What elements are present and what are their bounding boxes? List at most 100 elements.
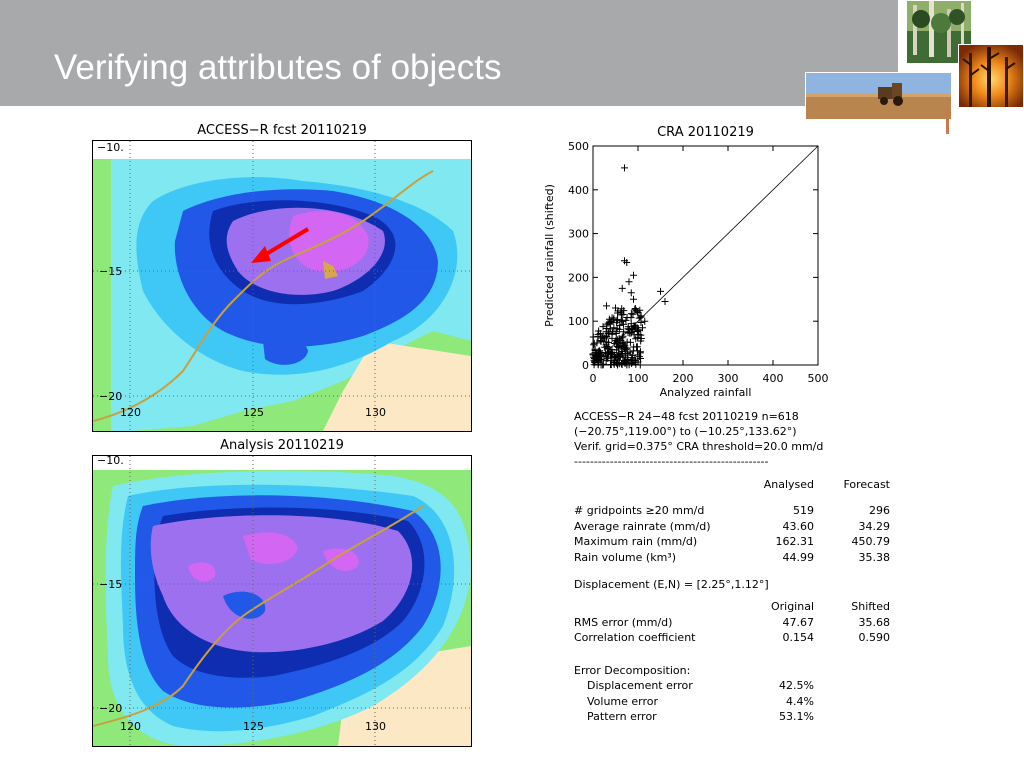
forecast-lon-label: 120 bbox=[120, 406, 141, 419]
data-point bbox=[603, 321, 611, 329]
data-point bbox=[630, 271, 637, 279]
stats-header-line-text: Verif. grid=0.375° CRA threshold=20.0 mm… bbox=[574, 440, 824, 453]
data-point bbox=[626, 338, 634, 346]
forest-photo-image bbox=[907, 1, 971, 63]
data-point bbox=[626, 329, 634, 337]
stats-value-analysed: 162.31 bbox=[775, 535, 815, 548]
data-point bbox=[608, 330, 616, 338]
data-point bbox=[614, 361, 622, 369]
data-point bbox=[621, 357, 629, 365]
data-point bbox=[602, 357, 610, 365]
stats-row: Maximum rain (mm/d) 162.31 450.79 bbox=[574, 535, 896, 549]
stats-value-analysed: 519 bbox=[793, 504, 814, 517]
data-point bbox=[614, 316, 622, 324]
data-point bbox=[602, 341, 610, 349]
data-point bbox=[622, 316, 630, 324]
stats-row-text: Rain volume (km³) bbox=[574, 550, 676, 564]
stats-value-shifted: 35.68 bbox=[858, 615, 891, 629]
data-point bbox=[612, 328, 620, 336]
data-point bbox=[599, 332, 607, 340]
data-point bbox=[637, 312, 645, 320]
data-point bbox=[617, 308, 625, 316]
data-point bbox=[657, 287, 664, 295]
slide-header-band: Verifying attributes of objects bbox=[0, 0, 898, 106]
cra-scatter-chart: CRA 20110219 0 100 200 300 400 500 0 100 200 300 40… bbox=[543, 125, 829, 399]
stats-divider: ----------------------------------------… bbox=[574, 455, 896, 469]
data-point bbox=[627, 314, 635, 322]
y-tick-label: 300 bbox=[568, 228, 589, 241]
fire-photo-image bbox=[959, 45, 1023, 107]
stats-row-text: # gridpoints ≥20 mm/d bbox=[574, 504, 705, 517]
data-point bbox=[636, 349, 644, 357]
stats-row: Correlation coefficient 0.154 0.590 bbox=[574, 631, 896, 645]
data-point bbox=[637, 318, 645, 326]
y-tick-label: 400 bbox=[568, 184, 589, 197]
error-decomposition-row: Displacement error 42.5% bbox=[574, 679, 896, 693]
data-point bbox=[623, 259, 631, 267]
fire-photo bbox=[958, 44, 1024, 108]
data-point bbox=[597, 361, 605, 369]
data-point bbox=[641, 317, 649, 325]
data-point bbox=[622, 344, 630, 352]
farm-photo bbox=[805, 72, 952, 120]
data-point bbox=[637, 337, 645, 345]
data-point bbox=[634, 308, 642, 316]
x-tick-label: 400 bbox=[763, 372, 784, 385]
forecast-lon-label: 125 bbox=[243, 406, 264, 419]
x-tick-label: 500 bbox=[808, 372, 829, 385]
data-point bbox=[631, 305, 639, 313]
forecast-map-title: ACCESS−R fcst 20110219 bbox=[197, 123, 367, 138]
data-point bbox=[618, 317, 626, 325]
data-point bbox=[590, 339, 598, 347]
stats-value-shifted: 0.590 bbox=[858, 631, 891, 644]
data-point bbox=[628, 354, 636, 362]
data-point bbox=[603, 302, 610, 310]
data-point bbox=[610, 324, 618, 332]
y-tick-label: 0 bbox=[582, 359, 589, 372]
forecast-map-plot bbox=[93, 141, 471, 431]
x-tick-label: 0 bbox=[590, 372, 597, 385]
analysis-lat-label: −15 bbox=[99, 578, 123, 591]
error-decomposition-row-text: Pattern error bbox=[587, 710, 657, 723]
x-tick-label: 200 bbox=[673, 372, 694, 385]
data-point bbox=[620, 307, 628, 315]
data-point bbox=[618, 349, 626, 357]
stats-header-line: Verif. grid=0.375° CRA threshold=20.0 mm… bbox=[574, 440, 896, 454]
data-point bbox=[590, 361, 598, 369]
data-point bbox=[605, 315, 613, 323]
data-point bbox=[618, 284, 626, 292]
data-point bbox=[620, 328, 628, 336]
stats-row: # gridpoints ≥20 mm/d 519 296 bbox=[574, 504, 896, 518]
data-point bbox=[630, 295, 637, 303]
data-point bbox=[599, 323, 607, 331]
data-point bbox=[595, 347, 603, 355]
data-point bbox=[610, 359, 618, 367]
data-point bbox=[614, 338, 622, 346]
stats-value-analysed: 43.60 bbox=[782, 519, 815, 533]
data-point bbox=[597, 352, 605, 360]
error-decomposition-row-text: Volume error bbox=[587, 694, 659, 708]
y-tick-label: 100 bbox=[568, 315, 589, 328]
analysis-lat-label: −10. bbox=[97, 455, 124, 467]
forecast-lat-label: −10. bbox=[97, 141, 124, 154]
x-tick-label: 300 bbox=[718, 372, 739, 385]
data-point bbox=[597, 337, 605, 345]
data-point bbox=[606, 319, 614, 327]
data-point bbox=[603, 344, 611, 352]
forecast-map: −10. −15 −20 120 125 130 bbox=[92, 140, 472, 432]
stats-row-text: Correlation coefficient bbox=[574, 631, 696, 644]
data-point bbox=[591, 346, 599, 354]
data-point bbox=[612, 304, 619, 312]
stats-row: Rain volume (km³) 44.99 35.38 bbox=[574, 551, 896, 565]
stats-header-line-text: ACCESS−R 24−48 fcst 20110219 n=618 bbox=[574, 410, 799, 423]
error-decomposition-row-text: Displacement error bbox=[587, 679, 693, 692]
data-point bbox=[619, 332, 627, 340]
stats-value-forecast: 296 bbox=[869, 504, 890, 517]
stats-header-line: (−20.75°,119.00°) to (−10.25°,133.62°) bbox=[574, 425, 896, 439]
displacement-line-text: Displacement (E,N) = [2.25°,1.12°] bbox=[574, 578, 769, 591]
analysis-lon-label: 120 bbox=[120, 720, 141, 733]
stats-value-original: 47.67 bbox=[782, 615, 815, 629]
analysis-map-plot bbox=[93, 456, 471, 746]
x-tick-label: 100 bbox=[628, 372, 649, 385]
data-point bbox=[613, 336, 621, 344]
